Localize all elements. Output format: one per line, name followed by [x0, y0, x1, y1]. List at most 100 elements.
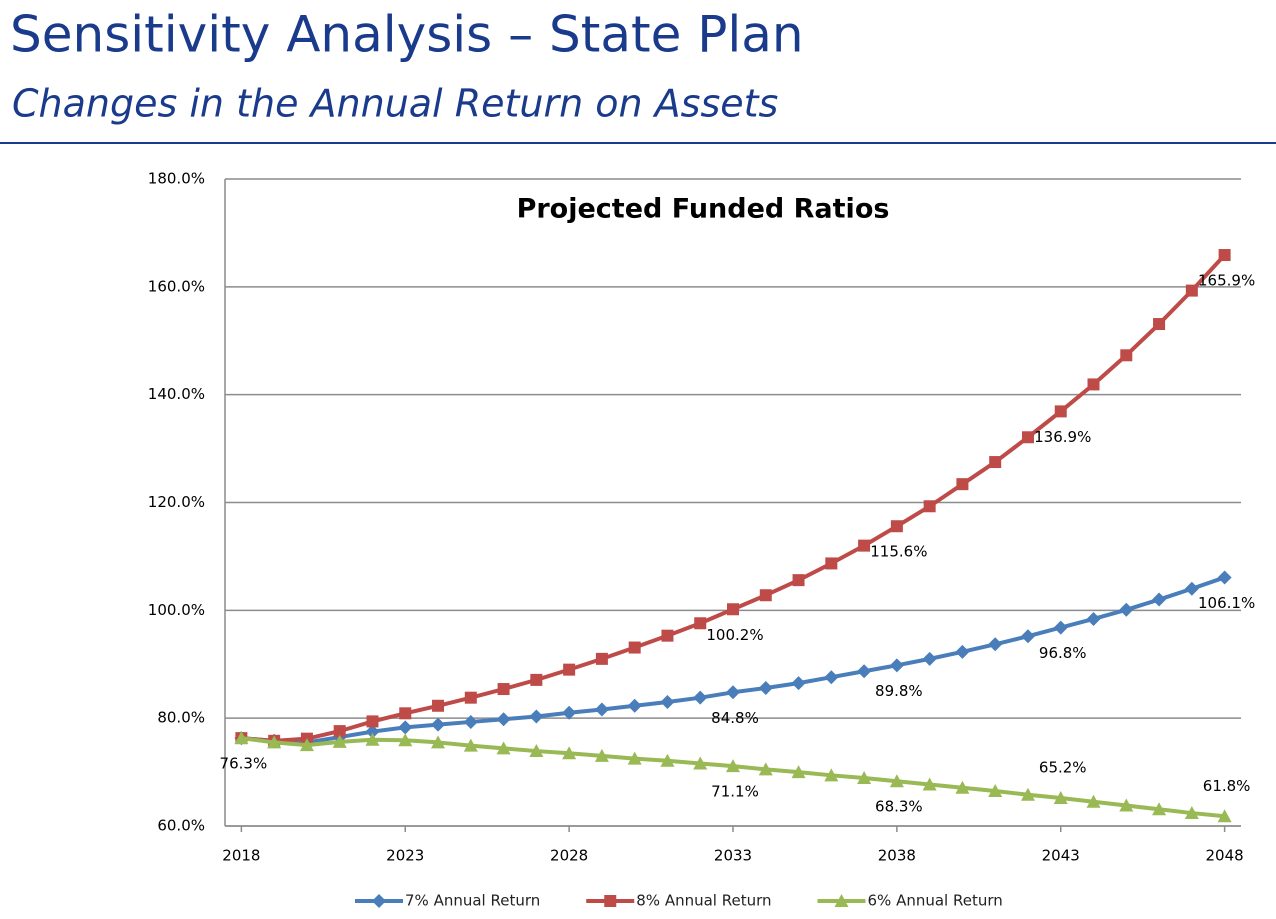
marker	[956, 478, 969, 491]
marker	[562, 705, 577, 720]
marker	[989, 456, 1002, 469]
marker	[1120, 349, 1133, 362]
slide-title: Sensitivity Analysis – State Plan	[10, 6, 804, 64]
marker	[1217, 809, 1232, 823]
marker	[922, 651, 937, 666]
marker	[758, 680, 773, 695]
marker	[791, 765, 806, 779]
y-tick-label: 60.0%	[157, 817, 205, 835]
legend-item: 7% Annual Return	[355, 892, 540, 910]
data-label: 100.2%	[706, 626, 763, 644]
marker	[923, 500, 936, 513]
legend-marker	[834, 894, 849, 907]
marker	[1185, 284, 1198, 297]
marker	[1054, 405, 1067, 418]
legend-marker	[372, 894, 386, 908]
marker	[922, 777, 937, 791]
marker	[1119, 798, 1134, 812]
x-tick-label: 2023	[386, 847, 424, 865]
marker	[563, 663, 576, 676]
marker	[1218, 249, 1231, 262]
marker	[693, 756, 708, 770]
data-label: 61.8%	[1203, 777, 1251, 795]
data-label: 106.1%	[1198, 594, 1255, 612]
marker	[398, 720, 413, 735]
legend-label: 7% Annual Return	[405, 892, 540, 910]
marker	[889, 774, 904, 788]
data-label: 165.9%	[1198, 272, 1255, 290]
data-label: 65.2%	[1039, 758, 1087, 776]
y-tick-label: 80.0%	[157, 709, 205, 727]
marker	[988, 637, 1003, 652]
y-tick-label: 120.0%	[148, 493, 205, 511]
x-tick-label: 2028	[550, 847, 588, 865]
x-tick-label: 2043	[1042, 847, 1080, 865]
data-label: 136.9%	[1034, 428, 1091, 446]
marker	[661, 629, 674, 642]
series: 84.8% 89.8% 96.8% 106.1%	[234, 570, 1255, 750]
marker	[332, 734, 347, 748]
marker	[1152, 592, 1167, 607]
marker	[594, 748, 609, 762]
marker	[1152, 802, 1167, 816]
data-label: 76.3%	[220, 755, 268, 773]
legend-item: 8% Annual Return	[586, 892, 772, 910]
marker	[595, 652, 608, 665]
series: 100.2% 115.6% 136.9% 165.9%	[235, 249, 1255, 747]
marker	[1184, 806, 1199, 820]
series: 76.3% 71.1% 68.3% 65.2% 61.8%	[220, 731, 1251, 823]
marker	[1020, 787, 1035, 801]
marker	[792, 574, 805, 587]
x-tick-label: 2038	[878, 847, 916, 865]
marker	[758, 762, 773, 776]
y-tick-label: 160.0%	[148, 277, 205, 295]
legend-label: 6% Annual Return	[868, 892, 1003, 910]
data-label: 89.8%	[875, 682, 923, 700]
marker	[988, 783, 1003, 797]
marker	[857, 771, 872, 785]
marker	[496, 712, 511, 727]
data-label: 115.6%	[870, 543, 927, 561]
marker	[660, 694, 675, 709]
marker	[333, 725, 346, 738]
chart-title: Projected Funded Ratios	[517, 194, 890, 225]
marker	[1087, 378, 1100, 391]
marker	[463, 714, 478, 729]
marker	[693, 690, 708, 705]
marker	[431, 735, 446, 749]
marker	[1086, 794, 1101, 808]
legend-marker	[604, 895, 617, 907]
marker	[1053, 620, 1068, 635]
marker	[365, 724, 380, 739]
marker	[463, 738, 478, 752]
marker	[299, 738, 314, 752]
marker	[858, 539, 871, 552]
x-tick-label: 2048	[1206, 847, 1244, 865]
data-label: 68.3%	[875, 798, 923, 816]
marker	[759, 589, 772, 602]
y-tick-label: 140.0%	[148, 385, 205, 403]
y-tick-label: 180.0%	[148, 170, 205, 188]
legend-label: 8% Annual Return	[636, 892, 771, 910]
marker	[267, 735, 282, 749]
marker	[857, 664, 872, 679]
marker	[824, 768, 839, 782]
marker	[694, 617, 707, 630]
marker	[365, 732, 380, 746]
marker	[1020, 629, 1035, 644]
marker	[727, 603, 739, 616]
marker	[464, 691, 477, 704]
legend-item: 6% Annual Return	[817, 892, 1003, 910]
marker	[1184, 581, 1199, 596]
marker	[529, 744, 544, 758]
marker	[1119, 602, 1134, 617]
data-label: 71.1%	[711, 783, 759, 801]
data-label: 84.8%	[711, 709, 759, 727]
marker	[627, 751, 642, 765]
marker	[594, 702, 609, 717]
marker	[431, 717, 446, 732]
marker	[399, 707, 412, 720]
marker	[1217, 570, 1232, 585]
marker	[955, 780, 970, 794]
marker	[1053, 790, 1068, 804]
